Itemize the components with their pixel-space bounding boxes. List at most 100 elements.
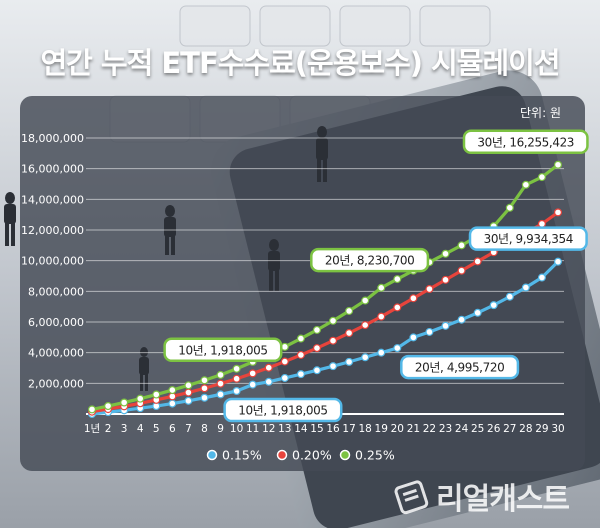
x-tick-label: 17 bbox=[342, 423, 355, 435]
data-point bbox=[473, 308, 482, 317]
data-point bbox=[184, 381, 193, 390]
x-axis-tick-labels: 1년 2 3 4 5 6 7 8 9 10 11 12 13 14 15 16 17 18 19 20 21 22 23 24… bbox=[84, 423, 565, 435]
annotation-box bbox=[223, 397, 343, 423]
data-point bbox=[120, 398, 129, 407]
x-tick-label: 7 bbox=[185, 423, 192, 435]
data-point bbox=[168, 386, 177, 395]
y-axis-tick-labels: 18,000,000 16,000,000 14,000,000 12,000,000… bbox=[21, 132, 84, 390]
data-point bbox=[441, 249, 450, 258]
annotation-label: 30년, 9,934,354 bbox=[484, 232, 573, 246]
data-point bbox=[136, 394, 145, 403]
chart-title: 연간 누적 ETF수수료(운용보수) 시뮬레이션 bbox=[40, 46, 560, 80]
data-point bbox=[329, 336, 338, 345]
data-point bbox=[505, 292, 514, 301]
x-tick-label: 5 bbox=[153, 423, 160, 435]
data-point bbox=[489, 301, 498, 310]
data-point bbox=[296, 370, 305, 379]
x-tick-label: 2 bbox=[105, 423, 112, 435]
y-tick-label: 16,000,000 bbox=[21, 163, 84, 176]
data-point bbox=[280, 357, 289, 366]
legend-marker bbox=[276, 449, 288, 461]
annotation-box bbox=[400, 354, 520, 380]
data-point bbox=[312, 366, 321, 375]
annotation-box bbox=[163, 337, 283, 363]
data-point bbox=[184, 396, 193, 405]
data-point bbox=[200, 393, 209, 402]
data-point bbox=[377, 312, 386, 321]
data-point bbox=[473, 257, 482, 266]
annotation-label: 20년, 4,995,720 bbox=[415, 361, 504, 375]
annotation-box bbox=[310, 247, 430, 273]
x-tick-label: 4 bbox=[137, 423, 144, 435]
unit-label: 단위: 원 bbox=[520, 106, 561, 120]
x-tick-label: 6 bbox=[169, 423, 176, 435]
data-point bbox=[87, 405, 96, 414]
x-tick-label: 22 bbox=[423, 423, 436, 435]
watermark-logo-icon bbox=[394, 480, 429, 515]
legend-label: 0.15% bbox=[222, 448, 262, 463]
x-tick-label: 23 bbox=[439, 423, 452, 435]
x-tick-label: 3 bbox=[121, 423, 128, 435]
x-tick-label: 13 bbox=[278, 423, 291, 435]
x-tick-label: 21 bbox=[407, 423, 420, 435]
annotation-label: 20년, 8,230,700 bbox=[325, 254, 414, 268]
data-point bbox=[232, 387, 241, 396]
legend-label: 0.25% bbox=[355, 448, 395, 463]
data-point bbox=[537, 173, 546, 182]
data-point bbox=[200, 376, 209, 385]
watermark-text: 리얼캐스트 bbox=[436, 482, 570, 517]
x-tick-label: 8 bbox=[201, 423, 208, 435]
data-point bbox=[232, 364, 241, 373]
x-tick-label: 24 bbox=[455, 423, 469, 435]
data-point bbox=[393, 275, 402, 284]
data-point bbox=[329, 316, 338, 325]
data-point bbox=[200, 384, 209, 393]
x-tick-label: 26 bbox=[487, 423, 501, 435]
data-point bbox=[553, 257, 562, 266]
data-point bbox=[361, 353, 370, 362]
data-annotations: 10년, 1,918,005 10년, 1,918,005 20년, 8,230,7… bbox=[163, 129, 589, 423]
data-point bbox=[441, 321, 450, 330]
data-point bbox=[312, 325, 321, 334]
data-point bbox=[296, 334, 305, 343]
data-point bbox=[248, 369, 257, 378]
data-point bbox=[345, 329, 354, 338]
x-tick-label: 12 bbox=[262, 423, 275, 435]
x-tick-label: 1년 bbox=[84, 423, 100, 435]
data-point bbox=[168, 399, 177, 408]
x-tick-label: 11 bbox=[246, 423, 259, 435]
data-point bbox=[521, 283, 530, 292]
legend-label: 0.20% bbox=[292, 448, 332, 463]
annotation-label: 10년, 1,918,005 bbox=[238, 404, 327, 418]
data-point bbox=[441, 275, 450, 284]
data-point bbox=[377, 348, 386, 357]
legend: 0.15% 0.20% 0.25% bbox=[206, 448, 395, 463]
data-point bbox=[457, 241, 466, 250]
data-point bbox=[537, 219, 546, 228]
y-tick-label: 2,000,000 bbox=[28, 377, 84, 390]
data-point bbox=[361, 321, 370, 330]
x-tick-label: 30 bbox=[551, 423, 564, 435]
data-point bbox=[377, 283, 386, 292]
annotation-box bbox=[462, 129, 589, 155]
data-point bbox=[264, 377, 273, 386]
data-point bbox=[312, 344, 321, 353]
data-point bbox=[152, 390, 161, 399]
y-tick-label: 18,000,000 bbox=[21, 132, 84, 145]
data-point bbox=[104, 402, 113, 411]
data-point bbox=[553, 208, 562, 217]
y-tick-label: 10,000,000 bbox=[21, 255, 84, 268]
data-point bbox=[425, 285, 434, 294]
data-point bbox=[264, 363, 273, 372]
data-point bbox=[329, 362, 338, 371]
data-point bbox=[232, 374, 241, 383]
data-point bbox=[216, 370, 225, 379]
x-tick-label: 19 bbox=[375, 423, 388, 435]
x-tick-label: 28 bbox=[519, 423, 532, 435]
data-point bbox=[457, 315, 466, 324]
data-point bbox=[409, 333, 418, 342]
x-tick-label: 27 bbox=[503, 423, 516, 435]
legend-marker bbox=[206, 449, 218, 461]
x-tick-label: 18 bbox=[358, 423, 371, 435]
